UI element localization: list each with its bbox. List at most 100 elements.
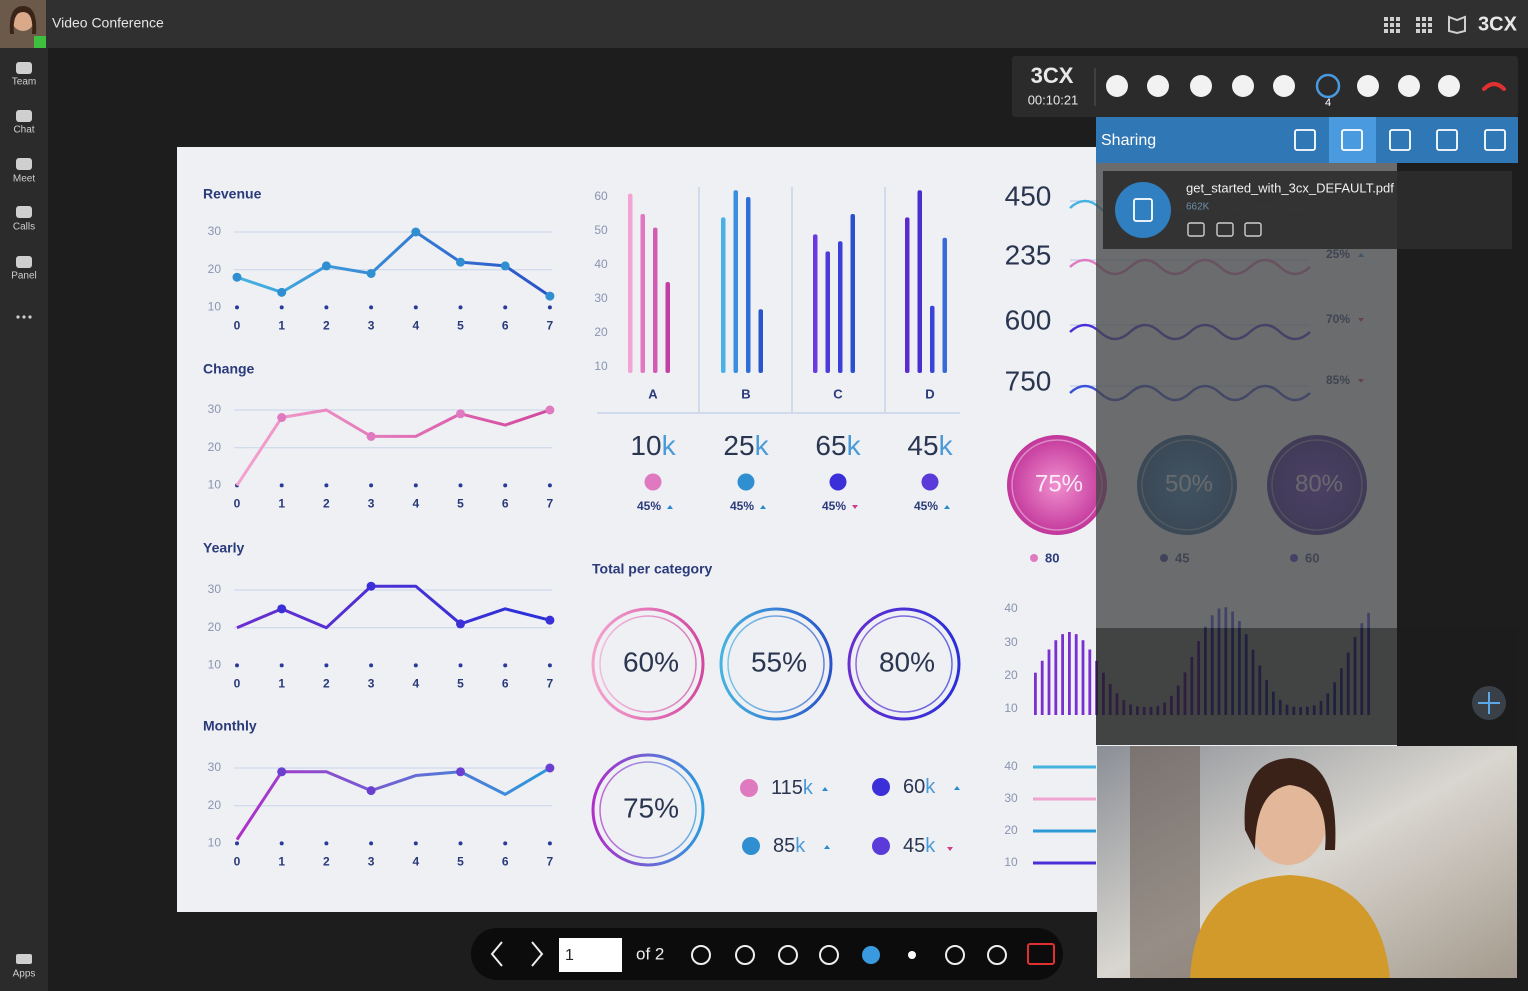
dialpad-icon[interactable]: [1396, 23, 1400, 27]
ring-outer: [591, 753, 705, 867]
sidebar-icon[interactable]: [16, 206, 32, 218]
y-tick-label: 10: [208, 478, 222, 492]
size-tool[interactable]: [908, 951, 916, 959]
qr-icon[interactable]: [1422, 29, 1426, 33]
line-point: [456, 257, 465, 267]
eraser-tool[interactable]: [778, 945, 798, 965]
y-tick-label: 40: [1004, 759, 1018, 773]
sharing-tab-icon[interactable]: [1436, 129, 1458, 151]
text-tool[interactable]: [819, 945, 839, 965]
qr-icon[interactable]: [1416, 23, 1420, 27]
y-tick-label: 40: [1004, 601, 1018, 615]
dialpad-icon[interactable]: [1390, 29, 1394, 33]
raise-hand-button[interactable]: [1273, 75, 1295, 97]
page-input[interactable]: [559, 938, 622, 972]
y-tick-label: 10: [208, 658, 222, 672]
book-icon[interactable]: [1448, 15, 1466, 35]
y-tick-label: 10: [1004, 701, 1018, 715]
file-card[interactable]: [1103, 171, 1512, 249]
sidebar-icon[interactable]: [16, 62, 32, 74]
ring-label: 75%: [623, 792, 679, 823]
sidebar-label: Meet: [13, 174, 35, 185]
pen-tool[interactable]: [735, 945, 755, 965]
view-icon[interactable]: [1216, 222, 1234, 237]
kpi-dot: [644, 473, 662, 491]
kpi-unit: k: [755, 430, 770, 461]
pointer-tool[interactable]: [691, 945, 711, 965]
dialpad-icon[interactable]: [1384, 29, 1388, 33]
next-page[interactable]: [531, 941, 544, 967]
record-button[interactable]: [1398, 75, 1420, 97]
dialpad-icon[interactable]: [1396, 29, 1400, 33]
qr-icon[interactable]: [1416, 29, 1420, 33]
x-tick-label: 7: [547, 855, 554, 869]
y-tick-label: 20: [1004, 668, 1018, 682]
sidebar-icon[interactable]: [16, 110, 32, 122]
kpi-value: 45k: [907, 430, 953, 461]
sidebar-label: Panel: [11, 271, 37, 282]
total-number: 85: [773, 835, 795, 857]
link-button[interactable]: [1357, 75, 1379, 97]
metric-value: 750: [1005, 365, 1052, 396]
dialpad-icon[interactable]: [1390, 23, 1394, 27]
prev-page[interactable]: [490, 941, 503, 967]
more-dot[interactable]: [28, 315, 32, 319]
chart-title: Yearly: [203, 540, 244, 556]
y-tick-label: 30: [1004, 791, 1018, 805]
settings-button[interactable]: [1438, 75, 1460, 97]
y-tick-label: 30: [208, 760, 222, 774]
total-dot: [872, 837, 890, 855]
camera-button[interactable]: [1106, 75, 1128, 97]
qr-icon[interactable]: [1428, 29, 1432, 33]
line-point: [232, 272, 242, 282]
delete-icon[interactable]: [1244, 222, 1262, 237]
line-point: [366, 431, 376, 441]
sidebar-icon[interactable]: [16, 158, 32, 170]
histogram-bar: [1068, 632, 1071, 715]
stop-sharing[interactable]: [1027, 943, 1055, 965]
participants-button[interactable]: [1315, 73, 1341, 99]
total-value: 85k: [773, 835, 806, 857]
x-tick-label: 7: [547, 497, 554, 511]
x-tick-label: 5: [457, 319, 464, 333]
qr-icon[interactable]: [1428, 17, 1432, 21]
sharing-tab-icon[interactable]: [1341, 129, 1363, 151]
arrow-up: [822, 787, 828, 791]
share-button[interactable]: [1190, 75, 1212, 97]
axis-dot: [413, 305, 418, 310]
x-tick-label: 0: [234, 677, 241, 691]
present-icon[interactable]: [1187, 222, 1205, 237]
fit-tool[interactable]: [987, 945, 1007, 965]
add-glyph[interactable]: [1478, 692, 1500, 714]
apps-icon[interactable]: [16, 954, 32, 964]
sharing-tab-icon[interactable]: [1294, 129, 1316, 151]
clear-tool[interactable]: [945, 945, 965, 965]
y-tick-label: 30: [594, 291, 608, 305]
arrow-down: [947, 847, 953, 851]
axis-dot: [458, 663, 463, 668]
color-tool[interactable]: [862, 946, 880, 964]
hangup-button[interactable]: [1482, 82, 1506, 91]
sidebar-icon[interactable]: [16, 256, 32, 268]
sharing-tab-icon[interactable]: [1484, 129, 1506, 151]
qr-icon[interactable]: [1422, 23, 1426, 27]
more-dot[interactable]: [16, 315, 20, 319]
x-tick-label: 7: [547, 319, 554, 333]
qr-icon[interactable]: [1428, 23, 1432, 27]
dialpad-icon[interactable]: [1384, 17, 1388, 21]
dialpad-icon[interactable]: [1396, 17, 1400, 21]
qr-icon[interactable]: [1422, 17, 1426, 21]
dialpad-icon[interactable]: [1390, 17, 1394, 21]
chat-button[interactable]: [1232, 75, 1254, 97]
x-tick-label: 0: [234, 497, 241, 511]
mic-button[interactable]: [1147, 75, 1169, 97]
more-dot[interactable]: [22, 315, 26, 319]
total-value: 60k: [903, 776, 936, 798]
dialpad-icon[interactable]: [1384, 23, 1388, 27]
x-tick-label: 2: [323, 319, 330, 333]
qr-icon[interactable]: [1416, 17, 1420, 21]
x-tick-label: 1: [278, 855, 285, 869]
total-dot: [740, 779, 758, 797]
y-tick-label: 40: [594, 257, 608, 271]
sharing-tab-icon[interactable]: [1389, 129, 1411, 151]
